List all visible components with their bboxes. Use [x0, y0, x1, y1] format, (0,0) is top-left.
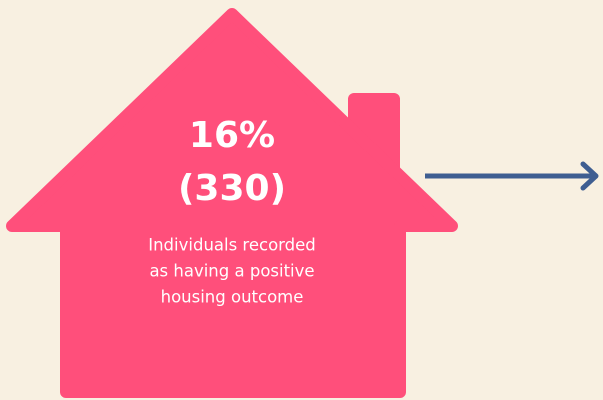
- percent: 16%: [189, 115, 275, 156]
- arrow-head: [580, 161, 599, 191]
- description-line: Individuals recorded: [148, 236, 316, 255]
- house: [6, 8, 458, 398]
- description-line: housing outcome: [161, 288, 304, 307]
- count: (330): [178, 168, 286, 209]
- description-line: as having a positive: [149, 262, 314, 281]
